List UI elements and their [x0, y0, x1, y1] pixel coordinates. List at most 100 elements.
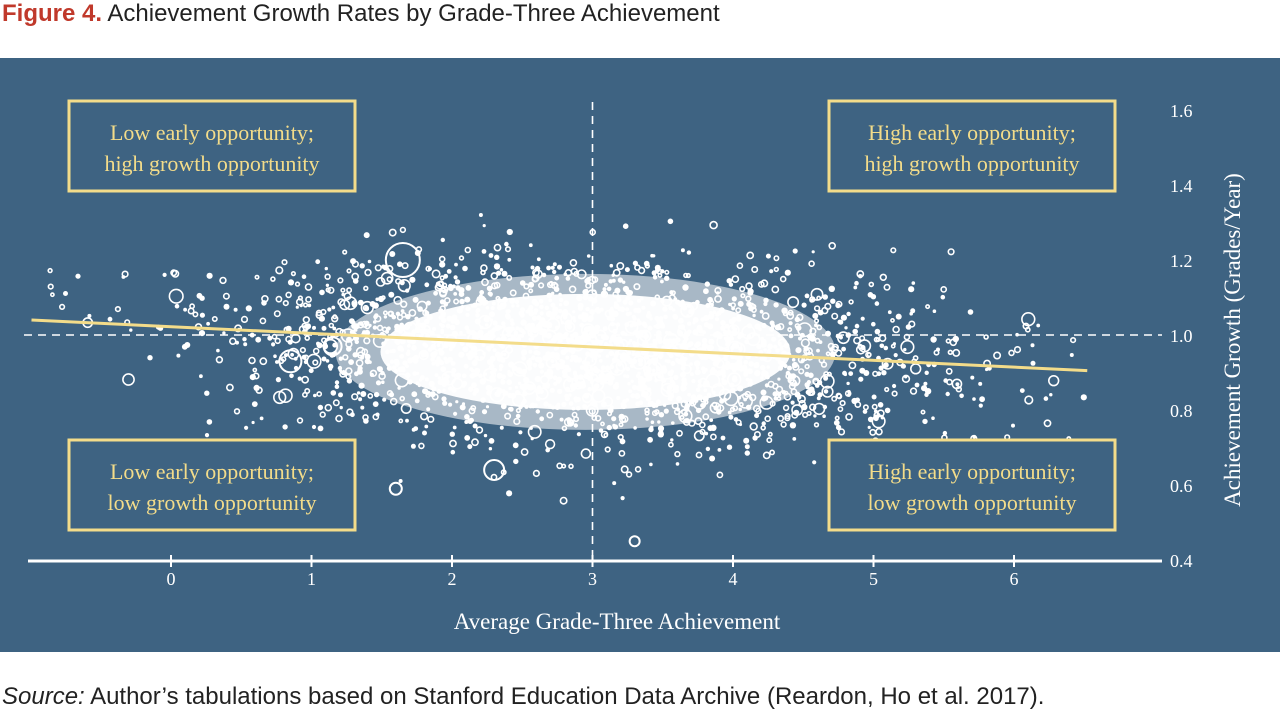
data-point — [402, 360, 408, 366]
data-point — [1022, 322, 1030, 330]
data-point — [649, 317, 653, 321]
data-point — [339, 299, 351, 311]
data-point — [488, 390, 492, 395]
data-point — [716, 409, 722, 415]
data-point — [462, 380, 468, 386]
data-point — [414, 398, 420, 404]
data-point — [878, 365, 884, 371]
quadrant-label-line: high growth opportunity — [864, 151, 1079, 176]
data-point — [637, 298, 641, 303]
data-point — [413, 354, 419, 361]
data-point — [338, 368, 342, 372]
data-point — [1011, 423, 1015, 428]
data-point — [386, 365, 392, 371]
data-point — [777, 392, 782, 397]
data-point — [625, 471, 633, 478]
data-point — [760, 364, 766, 371]
data-point — [762, 352, 773, 363]
data-point — [620, 403, 627, 410]
data-point — [634, 264, 641, 271]
data-point — [614, 287, 621, 294]
data-point — [739, 368, 744, 372]
data-point — [498, 325, 503, 330]
data-point — [820, 361, 828, 368]
data-point — [501, 321, 506, 326]
data-point — [500, 357, 506, 363]
data-point — [901, 374, 911, 383]
data-point — [431, 269, 441, 279]
data-point — [736, 262, 744, 269]
data-point — [353, 327, 358, 332]
data-point — [787, 296, 800, 309]
data-point — [333, 350, 337, 355]
data-point — [866, 352, 872, 358]
data-point — [777, 338, 787, 348]
x-tick-label: 4 — [729, 569, 738, 589]
data-point — [270, 276, 276, 282]
data-point — [819, 373, 835, 389]
data-point — [890, 343, 896, 349]
data-point — [509, 297, 516, 304]
figure-title: Figure 4. Achievement Growth Rates by Gr… — [2, 0, 720, 32]
data-point — [705, 446, 711, 452]
data-point — [631, 355, 647, 370]
data-point — [290, 352, 294, 357]
data-point — [678, 408, 693, 424]
data-point — [492, 320, 498, 326]
data-point — [698, 377, 708, 387]
data-point — [571, 406, 576, 411]
data-point — [488, 365, 494, 370]
data-point — [566, 375, 570, 380]
data-point — [426, 314, 433, 321]
data-point — [876, 409, 885, 418]
data-point — [521, 330, 526, 335]
data-point — [354, 339, 359, 345]
data-point — [710, 424, 717, 431]
data-point — [611, 416, 617, 422]
data-point — [625, 295, 631, 301]
data-point — [301, 375, 309, 384]
data-point — [710, 303, 714, 307]
data-point — [792, 437, 797, 441]
data-point — [428, 380, 435, 387]
data-point — [903, 347, 907, 352]
data-point — [632, 316, 637, 321]
data-point — [854, 323, 860, 329]
data-point — [513, 458, 519, 465]
data-point — [675, 462, 680, 466]
data-point — [689, 362, 693, 366]
data-point — [450, 361, 456, 366]
data-point — [337, 277, 344, 284]
data-point — [443, 344, 448, 349]
data-point — [380, 370, 385, 376]
data-point — [206, 419, 213, 425]
data-point — [585, 277, 592, 283]
data-point — [287, 279, 295, 286]
data-point — [955, 386, 962, 393]
data-point — [725, 360, 731, 367]
data-point — [674, 450, 681, 458]
data-point — [709, 455, 716, 462]
data-point — [459, 298, 465, 305]
data-point — [439, 322, 443, 327]
data-point — [577, 302, 584, 309]
data-point — [545, 356, 558, 369]
data-point — [776, 396, 782, 401]
data-point — [769, 326, 775, 332]
data-point — [566, 417, 572, 423]
data-point — [559, 417, 564, 422]
data-point — [507, 257, 512, 262]
data-point — [480, 269, 486, 276]
data-point — [324, 273, 331, 280]
data-point — [429, 391, 436, 398]
data-point — [581, 315, 588, 322]
data-point — [129, 328, 133, 332]
data-point — [633, 307, 639, 313]
data-point — [804, 363, 810, 370]
data-point — [312, 359, 319, 366]
data-point — [716, 471, 724, 479]
data-point — [546, 411, 554, 419]
data-point — [422, 430, 427, 436]
data-point — [661, 377, 676, 393]
data-point — [360, 355, 364, 360]
